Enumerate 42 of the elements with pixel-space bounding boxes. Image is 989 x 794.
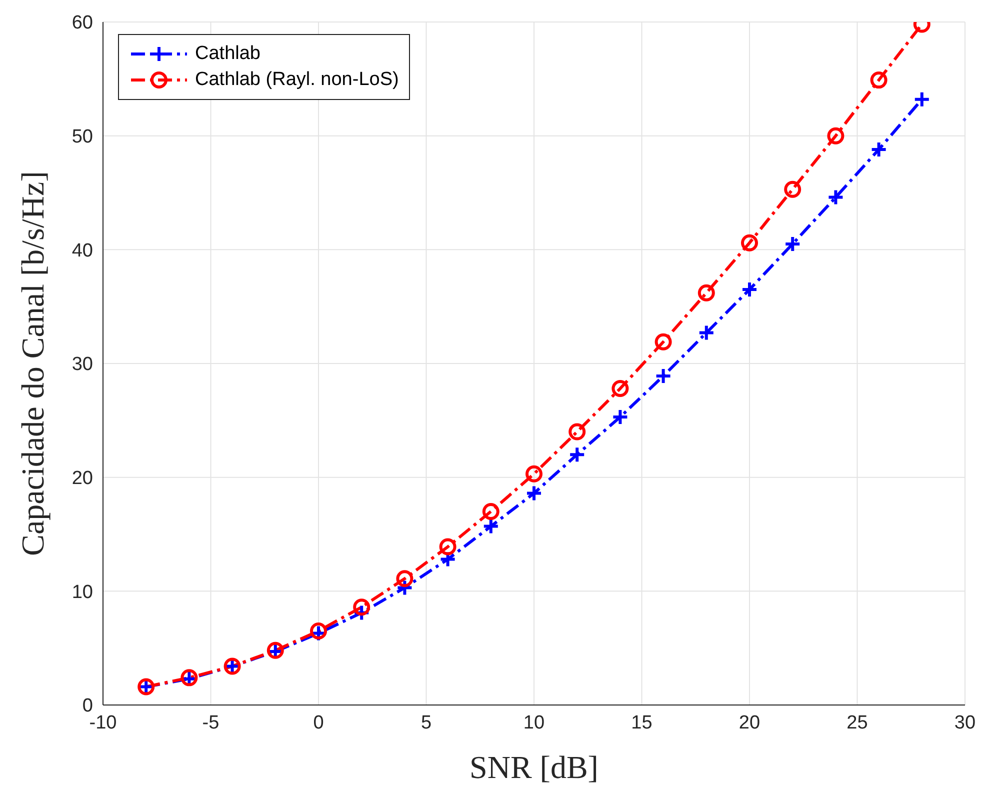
point (439, 538, 456, 556)
point (482, 518, 500, 535)
point (827, 127, 844, 144)
point (870, 72, 888, 89)
y-tick-label: 50 (72, 126, 93, 148)
point (913, 90, 930, 108)
point (612, 408, 629, 426)
x-tick-label: -5 (202, 712, 220, 734)
point (784, 180, 802, 198)
point (870, 140, 888, 158)
point (482, 502, 500, 520)
point (526, 484, 542, 502)
y-tick-label: 40 (72, 240, 93, 262)
y-tick-label: 20 (72, 468, 93, 490)
point (827, 188, 844, 206)
point (741, 281, 758, 298)
point (741, 234, 758, 252)
y-tick-label: 10 (72, 582, 93, 603)
x-tick-label: 0 (313, 712, 324, 734)
y-tick-label: 30 (72, 354, 93, 376)
point (353, 598, 370, 616)
point (568, 446, 586, 464)
x-tick-label: 25 (846, 712, 868, 734)
x-axis-title: SNR [dB] (470, 749, 598, 785)
x-tick-label: 20 (738, 712, 760, 734)
point (526, 465, 542, 482)
point (654, 368, 672, 385)
point (654, 333, 672, 350)
point (698, 284, 715, 302)
point (396, 570, 414, 588)
point (612, 380, 629, 398)
point (784, 235, 802, 252)
point (568, 423, 586, 440)
x-tick-label: 15 (631, 712, 652, 734)
x-tick-label: 5 (420, 712, 432, 734)
x-tick-label: 30 (954, 712, 976, 734)
point (698, 324, 715, 342)
y-tick-label: 60 (72, 12, 93, 34)
legend-label: Cathlab (195, 43, 260, 65)
legend-label: Cathlab (Rayl. non-LoS) (195, 69, 399, 91)
y-axis-title: Capacidade do Canal [b/s/Hz] (14, 171, 50, 556)
x-tick-label: 10 (523, 712, 545, 734)
